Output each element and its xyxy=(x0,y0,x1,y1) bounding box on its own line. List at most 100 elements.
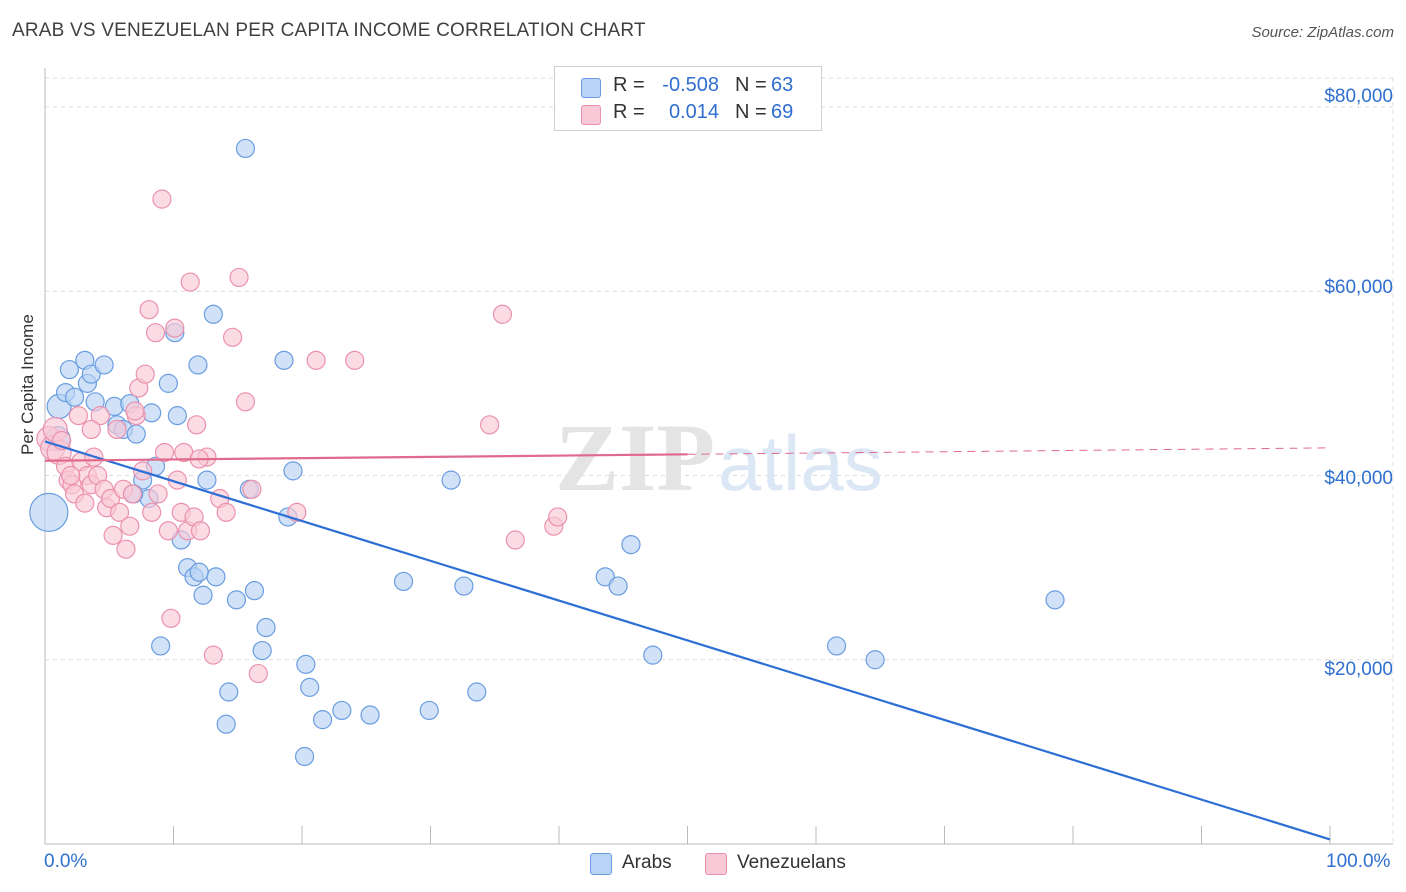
venezuelan-point xyxy=(180,272,200,292)
arab-point xyxy=(1045,590,1065,610)
venezuelans-swatch xyxy=(581,105,601,125)
venezuelan-point xyxy=(235,392,256,412)
y-tick-label-20000: $20,000 xyxy=(1324,659,1393,680)
venezuelan-point xyxy=(242,479,262,499)
arab-point xyxy=(360,705,380,725)
arab-point xyxy=(332,700,352,721)
venezuelan-point xyxy=(158,521,178,541)
arab-point xyxy=(29,492,69,532)
venezuelan-point xyxy=(492,304,513,324)
venezuelan-point xyxy=(107,419,127,440)
arab-point xyxy=(59,359,80,380)
arab-point xyxy=(621,534,641,555)
venezuelan-point xyxy=(161,608,181,628)
venezuelan-point xyxy=(216,502,236,522)
x-tick-label-min: 0.0% xyxy=(44,851,88,872)
arab-point xyxy=(158,373,178,393)
venezuelan-point xyxy=(505,530,525,550)
arab-point xyxy=(294,746,315,767)
arabs-legend-label: Arabs xyxy=(622,852,672,873)
venezuelan-point xyxy=(109,502,130,522)
arab-point xyxy=(206,567,226,587)
arab-point xyxy=(167,406,187,426)
venezuelan-point xyxy=(145,323,166,343)
venezuelan-point xyxy=(229,267,249,288)
arab-point xyxy=(126,424,146,444)
venezuelan-point xyxy=(306,350,326,370)
venezuelan-point xyxy=(248,663,268,684)
chart-title: ARAB VS VENEZUELAN PER CAPITA INCOME COR… xyxy=(12,20,646,41)
arab-point xyxy=(419,700,439,721)
venezuelan-point xyxy=(154,442,175,463)
chart-source: Source: ZipAtlas.com xyxy=(1251,24,1394,41)
arab-point xyxy=(64,387,85,407)
legend-r-label: R = xyxy=(613,74,645,96)
venezuelan-point xyxy=(190,521,211,541)
venezuelan-point xyxy=(223,327,243,347)
venezuelan-point xyxy=(187,415,207,435)
correlation-legend: R = -0.508 N = 63 R = 0.014 N = 69 xyxy=(554,66,822,131)
arab-point xyxy=(274,350,294,370)
arab-point xyxy=(252,640,272,661)
legend-n-label: N = xyxy=(735,74,767,96)
arab-point xyxy=(256,617,276,638)
venezuelan-point xyxy=(142,502,162,522)
arab-point xyxy=(300,677,320,697)
venezuelan-point xyxy=(480,415,500,435)
legend-r-value: 0.014 xyxy=(668,101,719,123)
arab-point xyxy=(608,576,628,596)
arab-point xyxy=(244,581,265,601)
venezuelan-point xyxy=(116,539,136,559)
arab-point xyxy=(216,714,236,734)
arabs-legend-swatch xyxy=(590,853,612,875)
venezuelan-point xyxy=(139,300,159,320)
arabs-swatch xyxy=(581,78,601,98)
legend-n-value: 69 xyxy=(771,101,794,123)
venezuelan-trendline-extension xyxy=(687,447,1331,455)
y-tick-label-60000: $60,000 xyxy=(1324,277,1393,298)
legend-row-arabs: R = -0.508 N = 63 xyxy=(555,74,821,100)
venezuelan-point xyxy=(61,465,81,486)
arab-trendline xyxy=(44,440,1331,841)
arab-point xyxy=(226,590,247,610)
x-tick-label-max: 100.0% xyxy=(1326,851,1391,872)
arab-point xyxy=(193,585,213,605)
arab-point xyxy=(643,645,663,665)
venezuelans-legend-swatch xyxy=(705,853,727,875)
arab-point xyxy=(235,138,256,159)
venezuelan-point xyxy=(81,419,101,440)
venezuelan-point xyxy=(203,645,223,665)
venezuelan-point xyxy=(548,507,568,527)
arab-point xyxy=(203,304,223,324)
venezuelan-point xyxy=(75,493,95,513)
venezuelan-point xyxy=(345,350,365,370)
venezuelan-point xyxy=(148,484,168,504)
venezuelan-trendline xyxy=(44,453,688,462)
venezuelan-point xyxy=(103,525,123,545)
legend-row-venezuelans: R = 0.014 N = 69 xyxy=(555,101,821,127)
y-axis-label: Per Capita Income xyxy=(18,314,37,455)
venezuelan-point xyxy=(90,406,110,426)
arab-point xyxy=(467,682,487,702)
venezuelan-point xyxy=(122,484,142,504)
venezuelan-point xyxy=(68,406,89,426)
arab-point xyxy=(283,461,303,481)
legend-n-label: N = xyxy=(735,101,767,123)
venezuelan-point xyxy=(165,318,185,338)
arab-point xyxy=(197,470,217,490)
venezuelan-point xyxy=(287,502,307,522)
arab-point xyxy=(219,682,239,702)
legend-n-value: 63 xyxy=(771,74,794,96)
arab-point xyxy=(188,355,208,375)
arab-point xyxy=(865,650,885,670)
y-tick-label-40000: $40,000 xyxy=(1324,468,1393,489)
arab-point xyxy=(454,576,474,596)
arab-point xyxy=(151,636,171,656)
venezuelan-point xyxy=(135,364,155,384)
arab-point xyxy=(826,636,847,656)
venezuelan-point xyxy=(152,189,172,209)
venezuelans-legend-label: Venezuelans xyxy=(737,852,846,873)
arab-point xyxy=(441,470,461,490)
venezuelan-point xyxy=(125,401,145,421)
